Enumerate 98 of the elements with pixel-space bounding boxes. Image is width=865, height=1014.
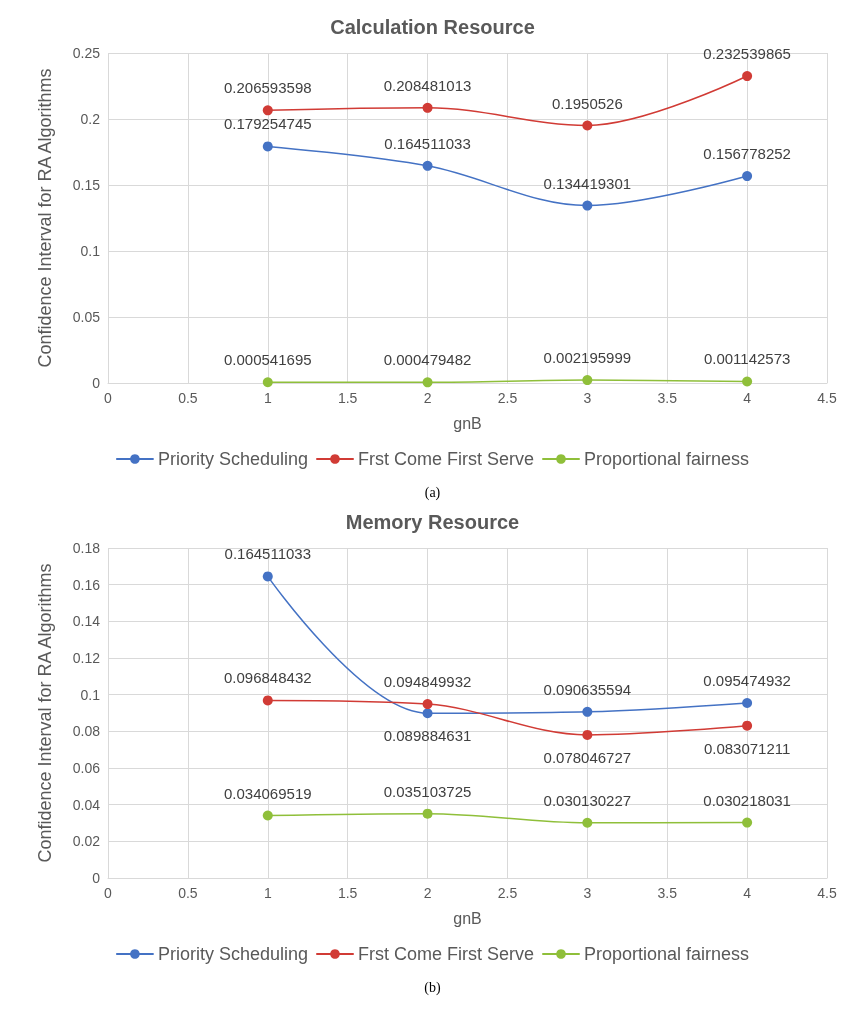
data-label: 0.1950526 — [551, 94, 623, 112]
data-label: 0.164511033 — [224, 545, 312, 563]
y-tick-label: 0.05 — [72, 309, 101, 325]
y-axis-title: Confidence Interval for RA Algorithms — [35, 68, 55, 368]
point — [582, 817, 593, 828]
data-label: 0.232539865 — [703, 45, 791, 63]
point — [582, 706, 593, 717]
data-label: 0.179254745 — [223, 115, 312, 133]
y-tick-label: 0.12 — [72, 650, 101, 666]
x-tick-label: 0 — [104, 885, 113, 901]
x-axis-title: gnB — [453, 909, 482, 927]
x-tick-label: 1.5 — [337, 390, 358, 406]
data-label: 0.083071211 — [703, 739, 791, 757]
x-tick-label: 1.5 — [337, 885, 358, 901]
point — [582, 375, 593, 386]
point — [742, 817, 753, 828]
legend-label: Priority Scheduling — [157, 944, 308, 964]
point — [262, 141, 273, 152]
data-label: 0.208481013 — [383, 76, 472, 94]
point — [742, 720, 753, 731]
y-tick-label: 0.2 — [80, 111, 101, 127]
x-tick-label: 1 — [263, 390, 272, 406]
y-tick-label: 0.14 — [72, 613, 101, 630]
point — [582, 200, 593, 211]
point — [422, 808, 433, 819]
data-label: 0.206593598 — [223, 79, 312, 97]
x-tick-label: 3.5 — [657, 885, 678, 901]
data-label: 0.002195999 — [543, 349, 632, 367]
point — [422, 102, 433, 113]
point — [422, 160, 433, 171]
data-label: 0.000541695 — [223, 351, 312, 369]
x-tick-label: 3 — [583, 390, 592, 406]
y-tick-label: 0.06 — [72, 760, 101, 776]
legend-label: Proportional fairness — [584, 944, 750, 964]
data-label: 0.089884631 — [383, 727, 472, 745]
point — [582, 120, 593, 131]
data-label: 0.034069519 — [223, 784, 312, 802]
data-label: 0.094849932 — [383, 673, 472, 691]
data-label: 0.134419301 — [543, 174, 632, 192]
point — [582, 729, 593, 740]
x-tick-label: 4 — [743, 390, 752, 406]
point — [422, 708, 433, 719]
x-tick-label: 4.5 — [817, 885, 837, 901]
point — [742, 697, 753, 708]
y-tick-label: 0.02 — [72, 833, 101, 850]
x-tick-label: 0.5 — [178, 885, 198, 901]
data-label: 0.030218031 — [703, 791, 791, 809]
y-axis-title: Confidence Interval for RA Algorithms — [35, 563, 55, 863]
data-label: 0.095474932 — [703, 671, 791, 689]
y-tick-label: 0 — [92, 870, 101, 886]
point — [742, 71, 753, 82]
y-tick-label: 0.16 — [72, 576, 101, 593]
y-tick-label: 0.1 — [80, 243, 101, 259]
y-tick-label: 0.15 — [72, 177, 101, 193]
point — [422, 699, 433, 710]
y-tick-label: 0.18 — [72, 540, 101, 556]
point — [262, 377, 273, 388]
point — [422, 377, 433, 388]
chart-title: Memory Resource — [345, 511, 520, 533]
y-tick-label: 0 — [92, 375, 101, 391]
y-tick-label: 0.25 — [72, 45, 101, 61]
x-axis-title: gnB — [453, 414, 482, 432]
point — [262, 571, 273, 582]
legend-label: Priority Scheduling — [157, 449, 308, 469]
x-tick-label: 3 — [583, 885, 592, 901]
legend-label: Frst Come First Serve — [357, 944, 535, 964]
data-label: 0.001142573 — [703, 350, 791, 368]
y-tick-label: 0.04 — [72, 796, 101, 813]
data-label: 0.090635594 — [543, 680, 632, 698]
x-tick-label: 2.5 — [497, 885, 518, 901]
x-tick-label: 3.5 — [657, 390, 678, 406]
point — [742, 171, 753, 182]
point — [262, 810, 273, 821]
x-tick-label: 2 — [423, 390, 432, 406]
point — [262, 105, 273, 116]
text: (a) — [424, 484, 441, 501]
y-tick-label: 0.08 — [72, 723, 101, 740]
x-tick-label: 4 — [743, 885, 752, 901]
x-tick-label: 2.5 — [497, 390, 518, 406]
point — [262, 695, 273, 706]
x-tick-label: 0.5 — [178, 390, 198, 406]
data-label: 0.078046727 — [543, 748, 632, 766]
text: (b) — [424, 979, 441, 996]
x-tick-label: 4.5 — [817, 390, 837, 406]
y-tick-label: 0.1 — [80, 686, 101, 703]
data-label: 0.096848432 — [223, 669, 312, 687]
data-label: 0.035103725 — [383, 782, 472, 800]
legend-label: Frst Come First Serve — [357, 449, 535, 469]
data-label: 0.156778252 — [703, 145, 791, 163]
data-label: 0.000479482 — [383, 351, 472, 369]
data-label: 0.164511033 — [384, 134, 471, 152]
point — [742, 376, 753, 387]
x-tick-label: 1 — [263, 885, 272, 901]
x-tick-label: 2 — [423, 885, 432, 901]
x-tick-label: 0 — [104, 390, 113, 406]
data-label: 0.030130227 — [543, 791, 632, 809]
chart-title: Calculation Resource — [330, 16, 535, 38]
legend-label: Proportional fairness — [584, 449, 750, 469]
